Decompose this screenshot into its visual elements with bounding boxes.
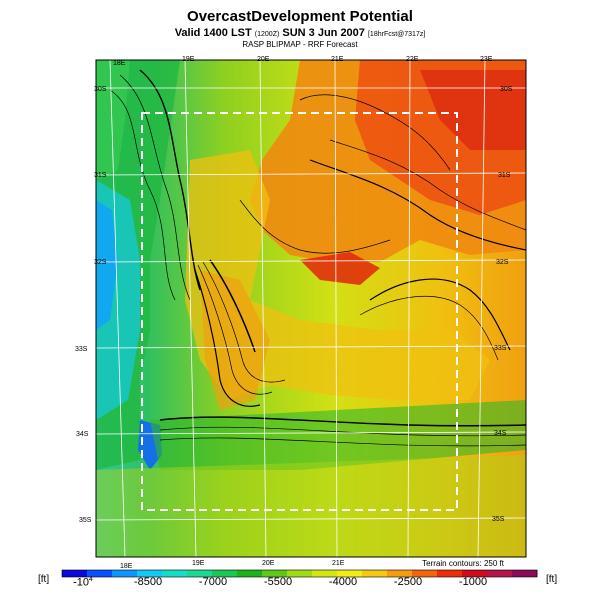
colorbar-swatch: [337, 570, 363, 577]
valid-time: Valid 1400 LST (1200Z) SUN 3 Jun 2007 [1…: [0, 27, 600, 39]
lat-labels-right: 30S 31S 32S 33S 34S 35S: [492, 86, 513, 523]
colorbar: [61, 569, 538, 578]
colorbar-swatch: [87, 570, 113, 577]
valid-utc: (1200Z): [254, 31, 280, 38]
lon-label-top: 18E: [113, 60, 126, 67]
lat-label-right: 34S: [494, 430, 507, 437]
lat-label-right: 31S: [498, 172, 511, 179]
lat-label-left: 30S: [94, 86, 107, 93]
map-frame: [95, 59, 527, 558]
lat-labels-left: 30S 31S 32S 33S 34S 35S: [75, 86, 107, 524]
colorbar-swatch: [462, 570, 488, 577]
lat-label-left: 35S: [79, 517, 92, 524]
colorbar-swatch: [412, 570, 438, 577]
colorbar-swatch: [212, 570, 238, 577]
map-source: RASP BLIPMAP - RRF Forecast: [242, 40, 358, 49]
lat-label-left: 32S: [94, 259, 107, 266]
unit-label-left: [ft]: [38, 574, 50, 585]
colorbar-swatch: [237, 570, 263, 577]
lat-label-left: 31S: [94, 172, 107, 179]
colorbar-swatch: [137, 570, 163, 577]
lat-label-right: 32S: [496, 259, 509, 266]
colorbar-tick-label: -4000: [328, 576, 358, 588]
colorbar-swatch: [437, 570, 463, 577]
colorbar-swatch: [312, 570, 338, 577]
colorbar-tick-label: -8500: [133, 576, 163, 588]
lat-label-right: 30S: [500, 86, 513, 93]
lon-label-top: 20E: [257, 56, 270, 63]
forecast-tag: [18hrFcst@7317z]: [367, 31, 426, 38]
colorbar-swatch: [187, 570, 213, 577]
lon-labels-bottom: 18E 19E 20E 21E: [120, 560, 345, 570]
lon-label-bottom: 20E: [262, 560, 275, 567]
lon-label-top: 19E: [182, 56, 195, 63]
colorbar-tick-label: -5500: [263, 576, 293, 588]
lat-label-right: 33S: [494, 345, 507, 352]
lat-label-left: 33S: [75, 346, 88, 353]
colorbar-swatch: [487, 570, 513, 577]
colorbar-tick-label: -7000: [198, 576, 228, 588]
colorbar-swatch: [262, 570, 288, 577]
colorbar-swatch: [62, 570, 88, 577]
map-field: [96, 60, 526, 557]
valid-date: SUN 3 Jun 2007: [282, 27, 365, 39]
colorbar-tick-label: -2500: [393, 576, 423, 588]
lon-label-bottom: 21E: [332, 560, 345, 567]
lon-label-bottom: 18E: [120, 563, 133, 570]
lon-label-top: 23E: [480, 56, 493, 63]
colorbar-swatch: [362, 570, 388, 577]
colorbar-tick-label: -1000: [458, 576, 488, 588]
colorbar-swatch: [387, 570, 413, 577]
unit-label-right: [ft]: [546, 574, 558, 585]
valid-prefix: Valid 1400 LST: [174, 27, 252, 39]
terrain-contours: [109, 69, 526, 447]
lon-label-top: 22E: [406, 56, 419, 63]
map-title: OvercastDevelopment Potential: [187, 8, 413, 25]
colorbar-frame: [61, 569, 538, 578]
lon-label-bottom: 19E: [192, 560, 205, 567]
inner-domain-boundary: [141, 112, 458, 511]
lat-label-right: 35S: [492, 516, 505, 523]
graticule: [96, 60, 526, 557]
colorbar-swatch: [287, 570, 313, 577]
terrain-contours-note: Terrain contours: 250 ft: [422, 559, 504, 568]
colorbar-swatch: [112, 570, 138, 577]
lat-label-left: 34S: [76, 431, 89, 438]
colorbar-swatch: [512, 570, 538, 577]
lon-labels-top: 18E 19E 20E 21E 22E 23E: [113, 56, 493, 67]
lon-label-top: 21E: [331, 56, 344, 63]
colorbar-tick-label: -104: [73, 576, 93, 589]
colorbar-swatch: [162, 570, 188, 577]
